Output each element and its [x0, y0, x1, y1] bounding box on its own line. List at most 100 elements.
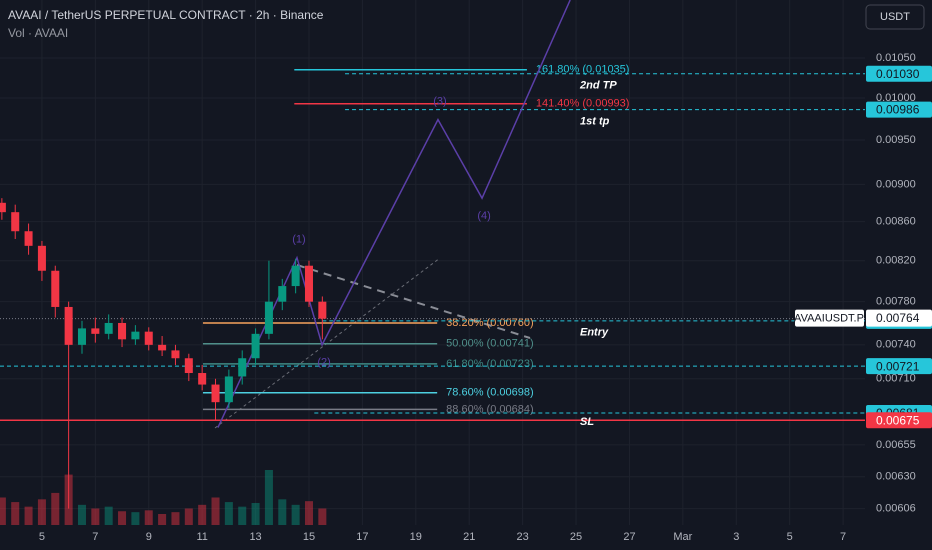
price-badge-label: 0.00721	[876, 359, 920, 373]
candle-body	[318, 301, 327, 319]
price-badge-label: 0.00675	[876, 413, 920, 427]
y-tick-label: 0.00900	[876, 178, 916, 190]
candle-body	[171, 350, 180, 359]
wave-label: (3)	[433, 96, 446, 108]
level-note: SL	[580, 416, 594, 428]
x-tick-label: 23	[517, 531, 529, 543]
price-badge-label: 0.00986	[876, 103, 920, 117]
x-tick-label: 7	[92, 531, 98, 543]
volume-bar	[264, 470, 273, 525]
symbol-label: AVAAIUSDT.P	[794, 313, 864, 325]
candle-body	[211, 384, 220, 403]
price-badge-label: 0.01030	[876, 67, 920, 81]
candle-body	[0, 202, 6, 213]
candle-body	[131, 331, 140, 340]
x-tick-label: 19	[410, 531, 422, 543]
x-tick-label: 5	[787, 531, 793, 543]
volume-bar	[158, 514, 167, 525]
x-tick-label: 27	[623, 531, 635, 543]
volume-bar	[24, 506, 33, 525]
fib-label: 50.00% (0.00741)	[446, 338, 533, 350]
price-badge	[866, 412, 932, 429]
axis-background	[865, 0, 932, 550]
volume-bar	[251, 503, 260, 525]
candles	[0, 198, 327, 509]
candle-body	[104, 322, 113, 334]
candle-body	[11, 212, 20, 232]
candle-body	[238, 358, 247, 377]
y-tick-label: 0.01050	[876, 52, 916, 64]
fib-label: 38.20% (0.00760)	[446, 317, 533, 329]
x-tick-label: 11	[196, 531, 207, 543]
volume-bar	[184, 508, 193, 525]
candle-body	[304, 265, 313, 302]
candle-body	[198, 373, 207, 385]
fib-label: 161.80% (0.01035)	[536, 64, 630, 76]
volume-bar	[0, 497, 6, 525]
volume-bar	[318, 508, 327, 525]
currency-label[interactable]: USDT	[880, 11, 910, 23]
volume-bar	[198, 504, 207, 525]
candle-body	[291, 265, 300, 287]
x-tick-label: 3	[733, 531, 739, 543]
volume-bar	[51, 492, 60, 525]
y-tick-label: 0.00740	[876, 339, 916, 351]
volume-bar	[37, 499, 46, 525]
trendline	[214, 257, 441, 429]
y-tick-label: 0.00950	[876, 134, 916, 146]
x-tick-label: 17	[356, 531, 368, 543]
level-note: 2nd TP	[579, 80, 617, 92]
volume-title: Vol · AVAAI	[8, 26, 68, 40]
symbol-badge	[795, 309, 864, 327]
volume-bar	[91, 508, 100, 525]
candle-body	[24, 231, 33, 246]
chart-title: AVAAI / TetherUS PERPETUAL CONTRACT · 2h…	[8, 8, 324, 22]
price-badge	[866, 101, 932, 118]
candle-body	[118, 322, 127, 340]
candle-body	[64, 306, 73, 345]
y-tick-label: 0.01000	[876, 92, 916, 104]
fib-label: 61.80% (0.00723)	[446, 358, 533, 370]
y-tick-label: 0.00710	[876, 373, 916, 385]
volume-bar	[118, 511, 127, 525]
fib-label: 141.40% (0.00993)	[536, 98, 630, 110]
x-tick-label: 13	[249, 531, 261, 543]
volume-bar	[104, 506, 113, 525]
candle-body	[251, 333, 260, 359]
x-tick-label: 25	[570, 531, 582, 543]
wave-label: (1)	[292, 234, 305, 246]
wave-projection	[217, 0, 571, 428]
candle-body	[37, 245, 46, 271]
y-tick-label: 0.00860	[876, 216, 916, 228]
candle-body	[264, 301, 273, 334]
candle-body	[91, 328, 100, 334]
x-tick-label: 9	[146, 531, 152, 543]
candle-body	[144, 331, 153, 345]
candle-body	[51, 270, 60, 307]
x-tick-label: 15	[303, 531, 315, 543]
y-tick-label: 0.00630	[876, 471, 916, 483]
volume-bar	[304, 501, 313, 525]
level-note: Entry	[580, 327, 609, 339]
price-badge	[866, 358, 932, 375]
last-price-badge	[866, 309, 932, 327]
volume-bar	[131, 512, 140, 525]
x-tick-label: 7	[840, 531, 846, 543]
y-tick-label: 0.00655	[876, 439, 916, 451]
x-tick-label: 21	[463, 531, 475, 543]
price-axis: 0.01050 0.01000 0.00950 0.00900 0.00860 0.008…	[865, 0, 932, 550]
volume-bar	[211, 497, 220, 525]
candle-body	[224, 376, 233, 403]
candle-body	[158, 344, 167, 351]
x-tick-label: Mar	[673, 531, 692, 543]
y-tick-label: 0.00780	[876, 296, 916, 308]
trendline	[296, 264, 531, 339]
volume-bar	[77, 504, 86, 525]
volume-bar	[171, 512, 180, 525]
volume-bar	[278, 499, 287, 525]
last-price-label: 0.00764	[876, 311, 920, 325]
currency-button[interactable]	[865, 4, 925, 30]
fib-label: 88.60% (0.00684)	[446, 403, 533, 415]
x-tick-label: 5	[39, 531, 45, 543]
